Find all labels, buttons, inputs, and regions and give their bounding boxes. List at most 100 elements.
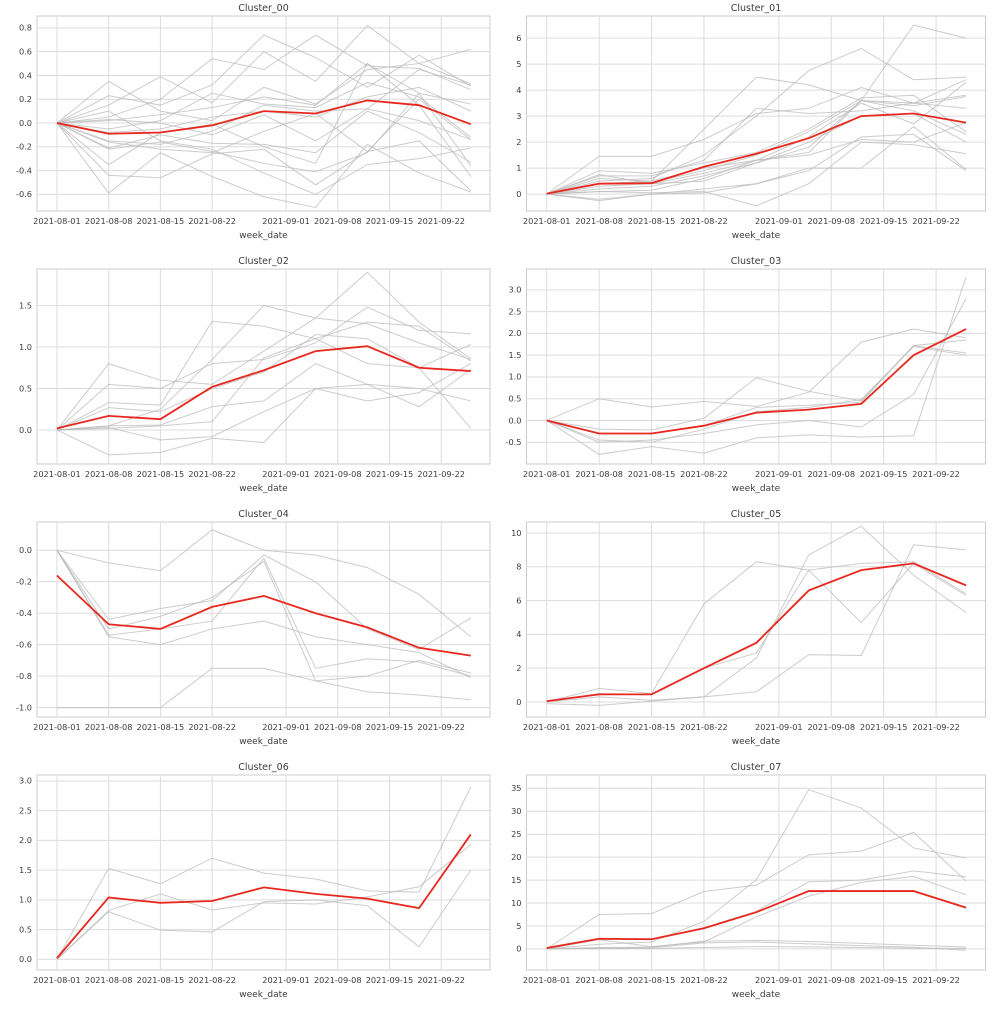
y-tick-label: 10: [511, 528, 521, 538]
cluster-member-line: [546, 133, 967, 202]
cluster-member-line: [546, 141, 967, 207]
chart-title: Cluster_04: [238, 509, 289, 520]
y-tick-label: 3.0: [508, 285, 521, 295]
y-tick-label: 2.5: [19, 805, 32, 815]
chart-title: Cluster_00: [238, 3, 289, 14]
x-tick-label: 2021-08-01: [33, 216, 81, 226]
x-tick-label: 2021-08-15: [137, 216, 185, 226]
x-tick-label: 2021-09-22: [912, 469, 960, 479]
y-tick-label: 0: [516, 189, 521, 199]
x-tick-label: 2021-09-08: [807, 722, 855, 732]
x-tick-label: 2021-08-22: [680, 722, 728, 732]
y-tick-label: 1.0: [508, 372, 521, 382]
y-tick-label: 3: [516, 111, 521, 121]
chart-title: Cluster_01: [731, 3, 782, 14]
cluster-mean-line: [56, 833, 472, 959]
x-tick-label: 2021-08-22: [680, 469, 728, 479]
chart-title: Cluster_06: [238, 762, 289, 773]
y-tick-label: -0.2: [16, 577, 32, 587]
x-axis-label: week_date: [732, 737, 781, 747]
cluster-member-line: [56, 62, 472, 177]
x-tick-label: 2021-09-01: [262, 469, 310, 479]
x-tick-label: 2021-09-01: [755, 469, 803, 479]
cluster-mean-line: [56, 345, 471, 430]
x-tick-label: 2021-08-01: [523, 469, 571, 479]
x-axis-label: week_date: [239, 484, 288, 494]
y-tick-label: 4: [516, 85, 521, 95]
y-tick-label: -0.4: [16, 608, 32, 618]
y-tick-label: 15: [511, 875, 521, 885]
x-tick-label: 2021-09-08: [314, 469, 362, 479]
y-tick-label: -0.6: [16, 189, 32, 199]
x-tick-label: 2021-09-22: [417, 216, 465, 226]
x-tick-label: 2021-08-08: [85, 722, 133, 732]
x-tick-label: 2021-09-08: [807, 975, 855, 985]
cluster-member-line: [56, 550, 472, 650]
plot-background: [526, 268, 986, 465]
x-axis-label: week_date: [239, 990, 288, 1000]
y-tick-label: 1.0: [19, 342, 32, 352]
plot-svg: Cluster_06 0.0 0.5 1.0 1.5 2.0 2.5 3.0 2021-08-…: [19, 762, 491, 1000]
cluster-member-line: [546, 328, 967, 421]
x-tick-label: 2021-08-22: [680, 975, 728, 985]
plot-area: -1.0 -0.8 -0.6 -0.4 -0.2 0.0 2021-08-01 2021-08…: [16, 521, 491, 747]
y-tick-label: 0.2: [19, 94, 32, 104]
x-tick-label: 2021-09-22: [417, 469, 465, 479]
y-tick-label: -0.6: [16, 639, 32, 649]
cluster-member-line: [56, 338, 472, 431]
subplot-cluster-07: Cluster_07 0 5 10 15 20 25 30 35 2021-08-01 2021-…: [502, 759, 1005, 1012]
cluster-mean-line: [56, 574, 471, 657]
cluster-member-line: [56, 869, 472, 960]
y-tick-label: 0.4: [19, 70, 32, 80]
subplot-cluster-01: Cluster_01 0 1 2 3 4 5 6 2021-08-01 2021-08-08 20…: [502, 0, 1005, 253]
cluster-member-line: [546, 789, 967, 950]
cluster-member-line: [56, 24, 471, 124]
subplot-cluster-06: Cluster_06 0.0 0.5 1.0 1.5 2.0 2.5 3.0 2021-08-…: [0, 759, 502, 1012]
y-tick-label: 1.0: [19, 895, 32, 905]
x-tick-label: 2021-08-15: [628, 975, 676, 985]
cluster-member-line: [56, 844, 472, 960]
x-tick-label: 2021-09-15: [860, 469, 908, 479]
x-axis-label: week_date: [239, 231, 288, 241]
x-tick-label: 2021-08-22: [188, 975, 236, 985]
x-tick-label: 2021-08-15: [628, 216, 676, 226]
subplot-cluster-02: Cluster_02 0.0 0.5 1.0 1.5 2021-08-01 2021-08…: [0, 253, 502, 506]
x-tick-label: 2021-08-15: [137, 975, 185, 985]
x-tick-label: 2021-08-08: [85, 975, 133, 985]
chart-title: Cluster_05: [731, 509, 782, 520]
plot-svg: Cluster_07 0 5 10 15 20 25 30 35 2021-08-01 2021-…: [511, 762, 986, 1000]
cluster-member-line: [546, 939, 967, 950]
y-tick-label: 5: [516, 921, 521, 931]
x-tick-label: 2021-09-22: [417, 722, 465, 732]
cluster-member-line: [546, 47, 967, 195]
cluster-member-line: [56, 334, 471, 431]
plot-area: 0 1 2 3 4 5 6 2021-08-01 2021-08-08 2021-08-15 202…: [516, 15, 986, 241]
y-tick-label: 0: [516, 697, 521, 707]
x-axis-label: week_date: [732, 990, 781, 1000]
y-tick-label: 2.0: [508, 328, 521, 338]
y-tick-label: 6: [516, 33, 521, 43]
x-tick-label: 2021-09-01: [262, 722, 310, 732]
y-tick-label: 35: [511, 783, 521, 793]
x-tick-label: 2021-08-01: [33, 469, 81, 479]
cluster-member-line: [546, 276, 967, 455]
y-tick-label: 0.5: [19, 383, 32, 393]
cluster-member-line: [56, 92, 472, 173]
x-tick-label: 2021-08-15: [137, 469, 185, 479]
chart-title: Cluster_07: [731, 762, 782, 773]
x-tick-label: 2021-08-01: [523, 216, 571, 226]
cluster-member-line: [546, 875, 967, 950]
y-tick-label: 2: [516, 663, 521, 673]
y-tick-label: 0.6: [19, 46, 32, 56]
y-tick-label: 0.0: [508, 415, 521, 425]
subplot-cluster-00: Cluster_00 -0.6 -0.4 -0.2 0.0 0.2 0.4 0.6 0.8 20…: [0, 0, 502, 253]
x-tick-label: 2021-09-01: [755, 722, 803, 732]
x-tick-label: 2021-09-15: [366, 216, 414, 226]
cluster-member-line: [56, 383, 471, 456]
plot-svg: Cluster_03 -0.5 0.0 0.5 1.0 1.5 2.0 2.5 3.0 2021…: [506, 256, 986, 494]
cluster-member-line: [56, 68, 471, 145]
cluster-member-line: [56, 320, 472, 431]
cluster-member-line: [56, 34, 472, 124]
cluster-member-line: [56, 550, 471, 677]
y-tick-label: 6: [516, 595, 521, 605]
